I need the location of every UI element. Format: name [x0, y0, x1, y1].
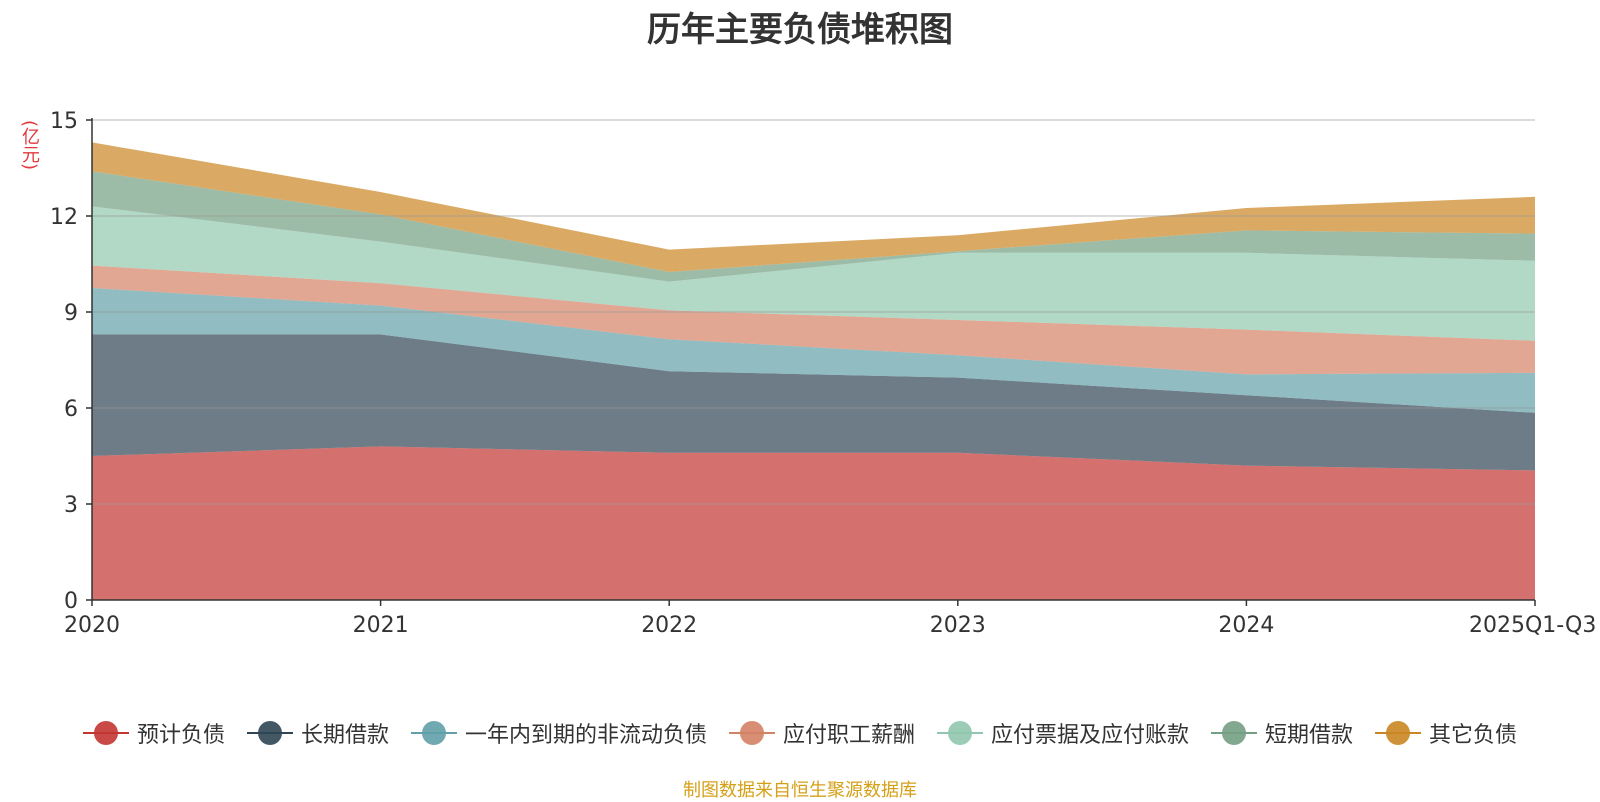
- legend-item-3[interactable]: 一年内到期的非流动负债: [410, 717, 707, 749]
- chart-title: 历年主要负债堆积图: [647, 10, 953, 50]
- legend-label: 长期借款: [300, 723, 389, 748]
- x-tick-label: 2022: [641, 613, 697, 638]
- area-series-1: [92, 446, 1535, 600]
- legend-label: 其它负债: [1429, 723, 1518, 748]
- x-tick-label: 2024: [1218, 613, 1274, 638]
- y-tick-label: 12: [50, 205, 78, 230]
- y-tick-label: 9: [64, 301, 78, 326]
- y-tick-label: 15: [50, 109, 78, 134]
- area-series-5: [92, 206, 1535, 341]
- legend-item-4[interactable]: 应付职工薪酬: [728, 717, 915, 749]
- y-tick-label: 6: [64, 397, 78, 422]
- legend-label: 一年内到期的非流动负债: [464, 723, 707, 748]
- legend-item-6[interactable]: 短期借款: [1211, 717, 1353, 749]
- legend-label: 预计负债: [136, 723, 225, 748]
- area-series-7: [92, 142, 1535, 272]
- legend-label: 应付票据及应付账款: [991, 723, 1190, 748]
- legend-marker-icon: [1211, 721, 1258, 745]
- y-tick-label: 0: [64, 589, 78, 614]
- area-series-6: [92, 171, 1535, 282]
- x-tick-label: 2020: [64, 613, 120, 638]
- area-series-2: [92, 334, 1535, 471]
- legend-item-5[interactable]: 应付票据及应付账款: [937, 717, 1189, 749]
- x-tick-label: 2023: [930, 613, 986, 638]
- area-series-4: [92, 265, 1535, 375]
- legend-marker-icon: [410, 721, 457, 745]
- legend-item-1[interactable]: 预计负债: [82, 717, 225, 749]
- legend-label: 应付职工薪酬: [782, 723, 915, 748]
- stacked-area-chart: 0 3 6 9 12 15 2020 2021 2022 2023 2024 2025Q1-Q3: [50, 109, 1596, 638]
- y-axis-unit-label: (亿元): [19, 120, 40, 171]
- legend-marker-icon: [82, 721, 129, 745]
- legend-marker-icon: [1375, 721, 1422, 745]
- x-tick-label: 2021: [353, 613, 409, 638]
- legend-item-2[interactable]: 长期借款: [246, 717, 389, 749]
- data-source-note: 制图数据来自恒生聚源数据库: [683, 780, 917, 801]
- legend-marker-icon: [937, 721, 983, 745]
- x-tick-label: 2025Q1-Q3: [1469, 613, 1596, 638]
- legend-marker-icon: [246, 721, 293, 745]
- area-series-3: [92, 288, 1535, 413]
- legend-marker-icon: [728, 721, 775, 745]
- chart-legend: 预计负债 长期借款 一年内到期的非流动负债 应付职工薪酬 应付票据及应付账款 短期借款 其它…: [0, 713, 1600, 753]
- legend-label: 短期借款: [1265, 723, 1354, 748]
- legend-item-7[interactable]: 其它负债: [1375, 717, 1517, 749]
- y-tick-label: 3: [64, 493, 78, 518]
